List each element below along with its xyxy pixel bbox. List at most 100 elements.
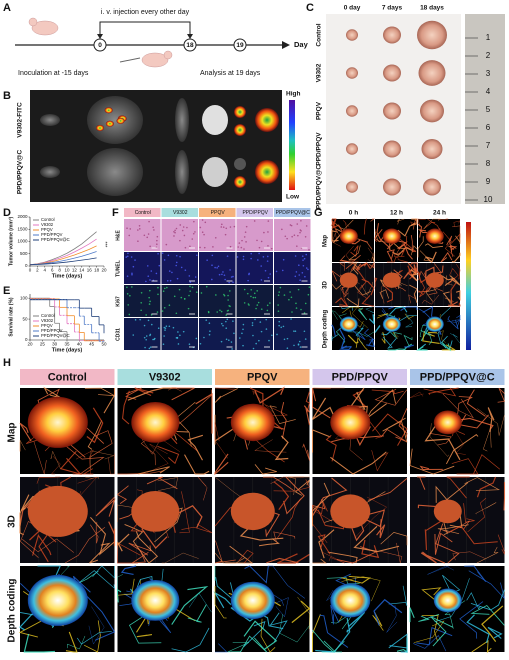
micrograph-texture bbox=[132, 265, 135, 268]
row-label: PPD/PPQV bbox=[316, 132, 323, 166]
micrograph-texture bbox=[156, 239, 158, 242]
micrograph-texture bbox=[131, 272, 133, 275]
column-header-bg bbox=[236, 208, 273, 217]
annotation: *** bbox=[102, 242, 108, 248]
micrograph-texture bbox=[152, 338, 154, 341]
vessel bbox=[418, 613, 440, 622]
vessel bbox=[90, 516, 115, 556]
vessel bbox=[466, 389, 486, 417]
organ bbox=[255, 108, 279, 132]
micrograph-texture bbox=[132, 334, 135, 336]
micrograph-texture bbox=[242, 344, 244, 347]
vessel bbox=[404, 313, 414, 320]
vessel bbox=[386, 249, 395, 262]
column-header: PPD/PPQV bbox=[332, 371, 389, 383]
vessel bbox=[254, 439, 287, 453]
vessel bbox=[254, 464, 277, 475]
micrograph-texture bbox=[267, 220, 270, 222]
micrograph-texture bbox=[307, 293, 310, 296]
vessel bbox=[481, 605, 504, 643]
micrograph-texture bbox=[226, 255, 229, 257]
vessel bbox=[213, 591, 232, 609]
x-tick-label: 6 bbox=[51, 268, 54, 273]
vessel bbox=[214, 453, 229, 476]
micrograph-texture bbox=[278, 291, 280, 293]
legend-label: PPQV bbox=[41, 227, 53, 232]
micrograph-texture bbox=[298, 274, 301, 276]
micrograph-texture bbox=[125, 256, 128, 258]
micrograph-texture bbox=[256, 239, 258, 242]
ruler-mark: 10 bbox=[484, 195, 493, 204]
timeline-day: 0 bbox=[98, 42, 102, 49]
vessel bbox=[339, 255, 348, 263]
y-tick-label: 500 bbox=[20, 251, 28, 256]
vessel bbox=[456, 263, 461, 280]
x-tick-label: 10 bbox=[64, 268, 70, 273]
micrograph-texture bbox=[258, 339, 260, 342]
tumor-signal bbox=[131, 491, 180, 532]
micrograph-texture bbox=[225, 338, 228, 341]
micrograph-texture bbox=[174, 231, 176, 234]
vessel bbox=[317, 534, 331, 555]
micrograph-texture bbox=[208, 322, 211, 325]
vessel bbox=[470, 589, 505, 611]
micrograph-texture bbox=[211, 254, 214, 257]
vessel bbox=[347, 389, 368, 408]
timeline-day: 19 bbox=[236, 42, 244, 49]
micrograph bbox=[124, 285, 161, 317]
vessel bbox=[428, 331, 437, 337]
vessel bbox=[355, 327, 364, 337]
y-tick-label: 0 bbox=[25, 337, 28, 342]
micrograph-texture bbox=[203, 246, 206, 249]
vessel bbox=[449, 525, 498, 545]
micrograph-texture bbox=[176, 277, 179, 280]
micrograph-texture bbox=[211, 278, 213, 281]
vessel bbox=[243, 620, 266, 648]
vessel bbox=[346, 297, 360, 307]
legend-label: PPD/PPQV bbox=[41, 328, 63, 333]
vessel bbox=[330, 604, 340, 625]
vessel bbox=[371, 450, 389, 472]
micrograph-texture bbox=[243, 236, 246, 238]
vessel bbox=[421, 294, 440, 305]
micrograph-texture bbox=[286, 347, 289, 349]
micrograph-texture bbox=[281, 269, 284, 272]
tumor-signal bbox=[131, 402, 180, 443]
micrograph-texture bbox=[226, 310, 229, 312]
column-header-bg bbox=[117, 369, 212, 385]
micrograph-texture bbox=[297, 288, 300, 291]
micrograph-texture bbox=[148, 347, 151, 350]
vessel bbox=[497, 387, 506, 403]
vessel bbox=[380, 532, 408, 546]
micrograph bbox=[274, 252, 311, 284]
micrograph-texture bbox=[145, 338, 147, 341]
vessel bbox=[259, 538, 280, 547]
vessel bbox=[184, 454, 210, 475]
vessel bbox=[374, 325, 381, 333]
micrograph-texture bbox=[150, 314, 153, 316]
vessel bbox=[409, 607, 415, 623]
micrograph-texture bbox=[256, 304, 259, 306]
micrograph-texture bbox=[230, 276, 233, 278]
vessel bbox=[215, 387, 236, 390]
vessel bbox=[445, 275, 454, 286]
tumor-signal bbox=[330, 583, 371, 618]
micrograph-texture bbox=[148, 220, 150, 223]
colorbar bbox=[289, 100, 295, 190]
micrograph-texture bbox=[126, 255, 129, 258]
fitc-signal bbox=[116, 117, 125, 124]
micrograph-texture bbox=[283, 294, 286, 296]
micrograph-texture bbox=[208, 333, 211, 336]
vessel bbox=[353, 525, 400, 553]
legend-label: V9302 bbox=[41, 318, 54, 323]
column-header: Control bbox=[48, 371, 87, 383]
vessel bbox=[449, 333, 461, 344]
micrograph-texture bbox=[175, 254, 178, 257]
micrograph-texture bbox=[248, 304, 250, 306]
vessel bbox=[361, 281, 373, 296]
vessel bbox=[125, 387, 142, 400]
vessel bbox=[357, 281, 369, 300]
vessel bbox=[385, 326, 402, 339]
micrograph-texture bbox=[297, 344, 300, 346]
vessel bbox=[161, 552, 199, 564]
